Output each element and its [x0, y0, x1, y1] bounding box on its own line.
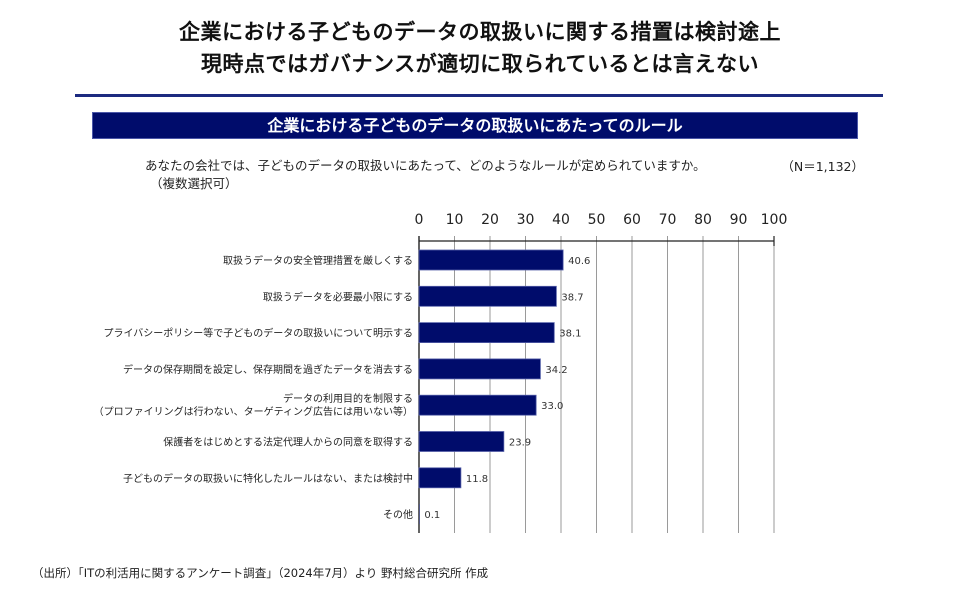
x-tick-label: 30	[517, 212, 535, 228]
data-label: 40.6	[568, 256, 590, 267]
bar	[418, 249, 564, 271]
category-label: プライバシーポリシー等で子どものデータの取扱いについて明示する	[104, 327, 414, 340]
data-label: 33.0	[541, 401, 563, 412]
bar	[418, 394, 537, 416]
category-label: 取扱うデータの安全管理措置を厳しくする	[223, 254, 413, 267]
x-tick-label: 60	[623, 212, 641, 228]
x-tick-label: 90	[730, 212, 748, 228]
bar	[418, 358, 541, 380]
data-label: 11.8	[466, 474, 488, 485]
bar	[419, 504, 420, 525]
data-label: 0.1	[424, 510, 440, 521]
bar	[418, 322, 555, 343]
bar	[418, 467, 462, 489]
category-label: 子どものデータの取扱いに特化したルールはない、または検討中	[123, 472, 413, 485]
category-label: その他	[383, 508, 413, 521]
bar	[418, 431, 505, 452]
category-label: データの利用目的を制限する	[283, 392, 413, 405]
sample-size: （N＝1,132）	[781, 159, 864, 174]
x-tick-label: 10	[446, 212, 464, 228]
category-label: （プロファイリングは行わない、ターゲティング広告には用いない等）	[94, 405, 413, 418]
data-label: 38.1	[559, 329, 581, 340]
x-tick-label: 80	[694, 212, 712, 228]
x-tick-label: 40	[552, 212, 570, 228]
data-label: 34.2	[545, 365, 567, 376]
page-title-line1: 企業における子どものデータの取扱いに関する措置は検討途上	[179, 20, 781, 44]
category-label: 保護者をはじめとする法定代理人からの同意を取得する	[163, 436, 413, 449]
category-label: 取扱うデータを必要最小限にする	[263, 290, 413, 303]
data-label: 23.9	[509, 438, 531, 449]
survey-question-note: （複数選択可）	[150, 176, 238, 191]
x-tick-label: 50	[588, 212, 606, 228]
bar	[418, 285, 557, 307]
chart-banner: 企業における子どものデータの取扱いにあたってのルール	[92, 112, 858, 139]
data-label: 38.7	[561, 292, 583, 303]
title-divider	[75, 94, 883, 97]
survey-question: あなたの会社では、子どものデータの取扱いにあたって、どのようなルールが定められて…	[145, 158, 706, 173]
x-tick-label: 70	[659, 212, 677, 228]
x-tick-label: 20	[481, 212, 499, 228]
x-tick-label: 0	[415, 212, 424, 228]
page-title-line2: 現時点ではガバナンスが適切に取られているとは言えない	[201, 52, 759, 76]
source-note: （出所）「ITの利活用に関するアンケート調査」（2024年7月）より 野村総合研…	[32, 566, 489, 580]
category-label: データの保存期間を設定し、保存期間を過ぎたデータを消去する	[123, 363, 413, 376]
x-tick-label: 100	[761, 212, 788, 228]
bar-chart: 0 10 20 30 40 50 60 70 80 90 100 40.6 取扱うデータの安全管理措置を…	[94, 212, 788, 533]
